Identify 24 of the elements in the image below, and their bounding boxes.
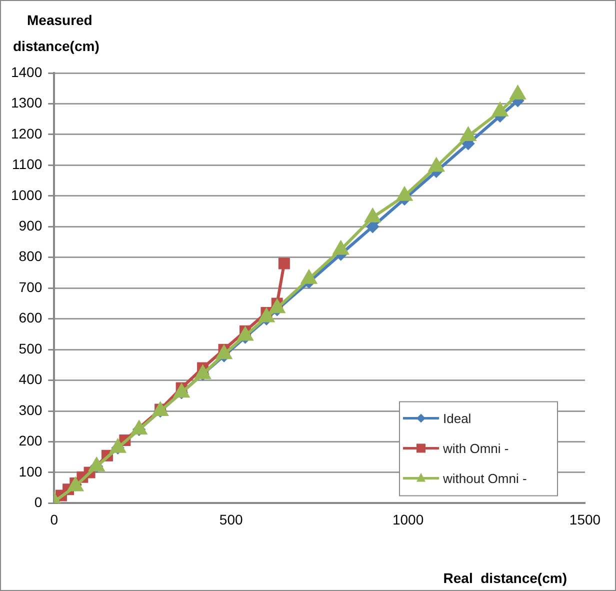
y-tick-label: 0	[34, 494, 42, 510]
y-tick-label: 1300	[10, 94, 42, 111]
y-tick-label: 100	[18, 463, 42, 480]
y-tick-label: 1000	[10, 186, 42, 203]
y-tick-label: 200	[18, 432, 42, 449]
y-tick-label: 1100	[12, 156, 42, 172]
y-tick-label: 300	[18, 402, 42, 418]
y-tick-label: 400	[18, 371, 42, 388]
y-tick-label: 600	[18, 310, 42, 326]
y-tick-label: 1200	[10, 125, 42, 142]
y-tick-label: 800	[18, 248, 42, 264]
legend-label: Ideal	[443, 410, 472, 426]
y-tick-label: 900	[18, 218, 42, 234]
legend-label: with Omni -	[442, 440, 509, 456]
x-tick-label: 1000	[392, 511, 424, 528]
y-tick-label: 700	[18, 278, 42, 295]
y-tick-label: 1400	[10, 64, 42, 80]
x-tick-label: 0	[50, 511, 58, 528]
y-tick-label: 500	[18, 340, 42, 356]
legend-label: without Omni -	[442, 470, 527, 486]
x-axis-title: Real distance(cm)	[443, 570, 567, 586]
x-tick-label: 500	[219, 511, 243, 528]
y-axis-title: Measured distance(cm)	[13, 12, 100, 54]
x-tick-label: 1500	[569, 511, 601, 528]
